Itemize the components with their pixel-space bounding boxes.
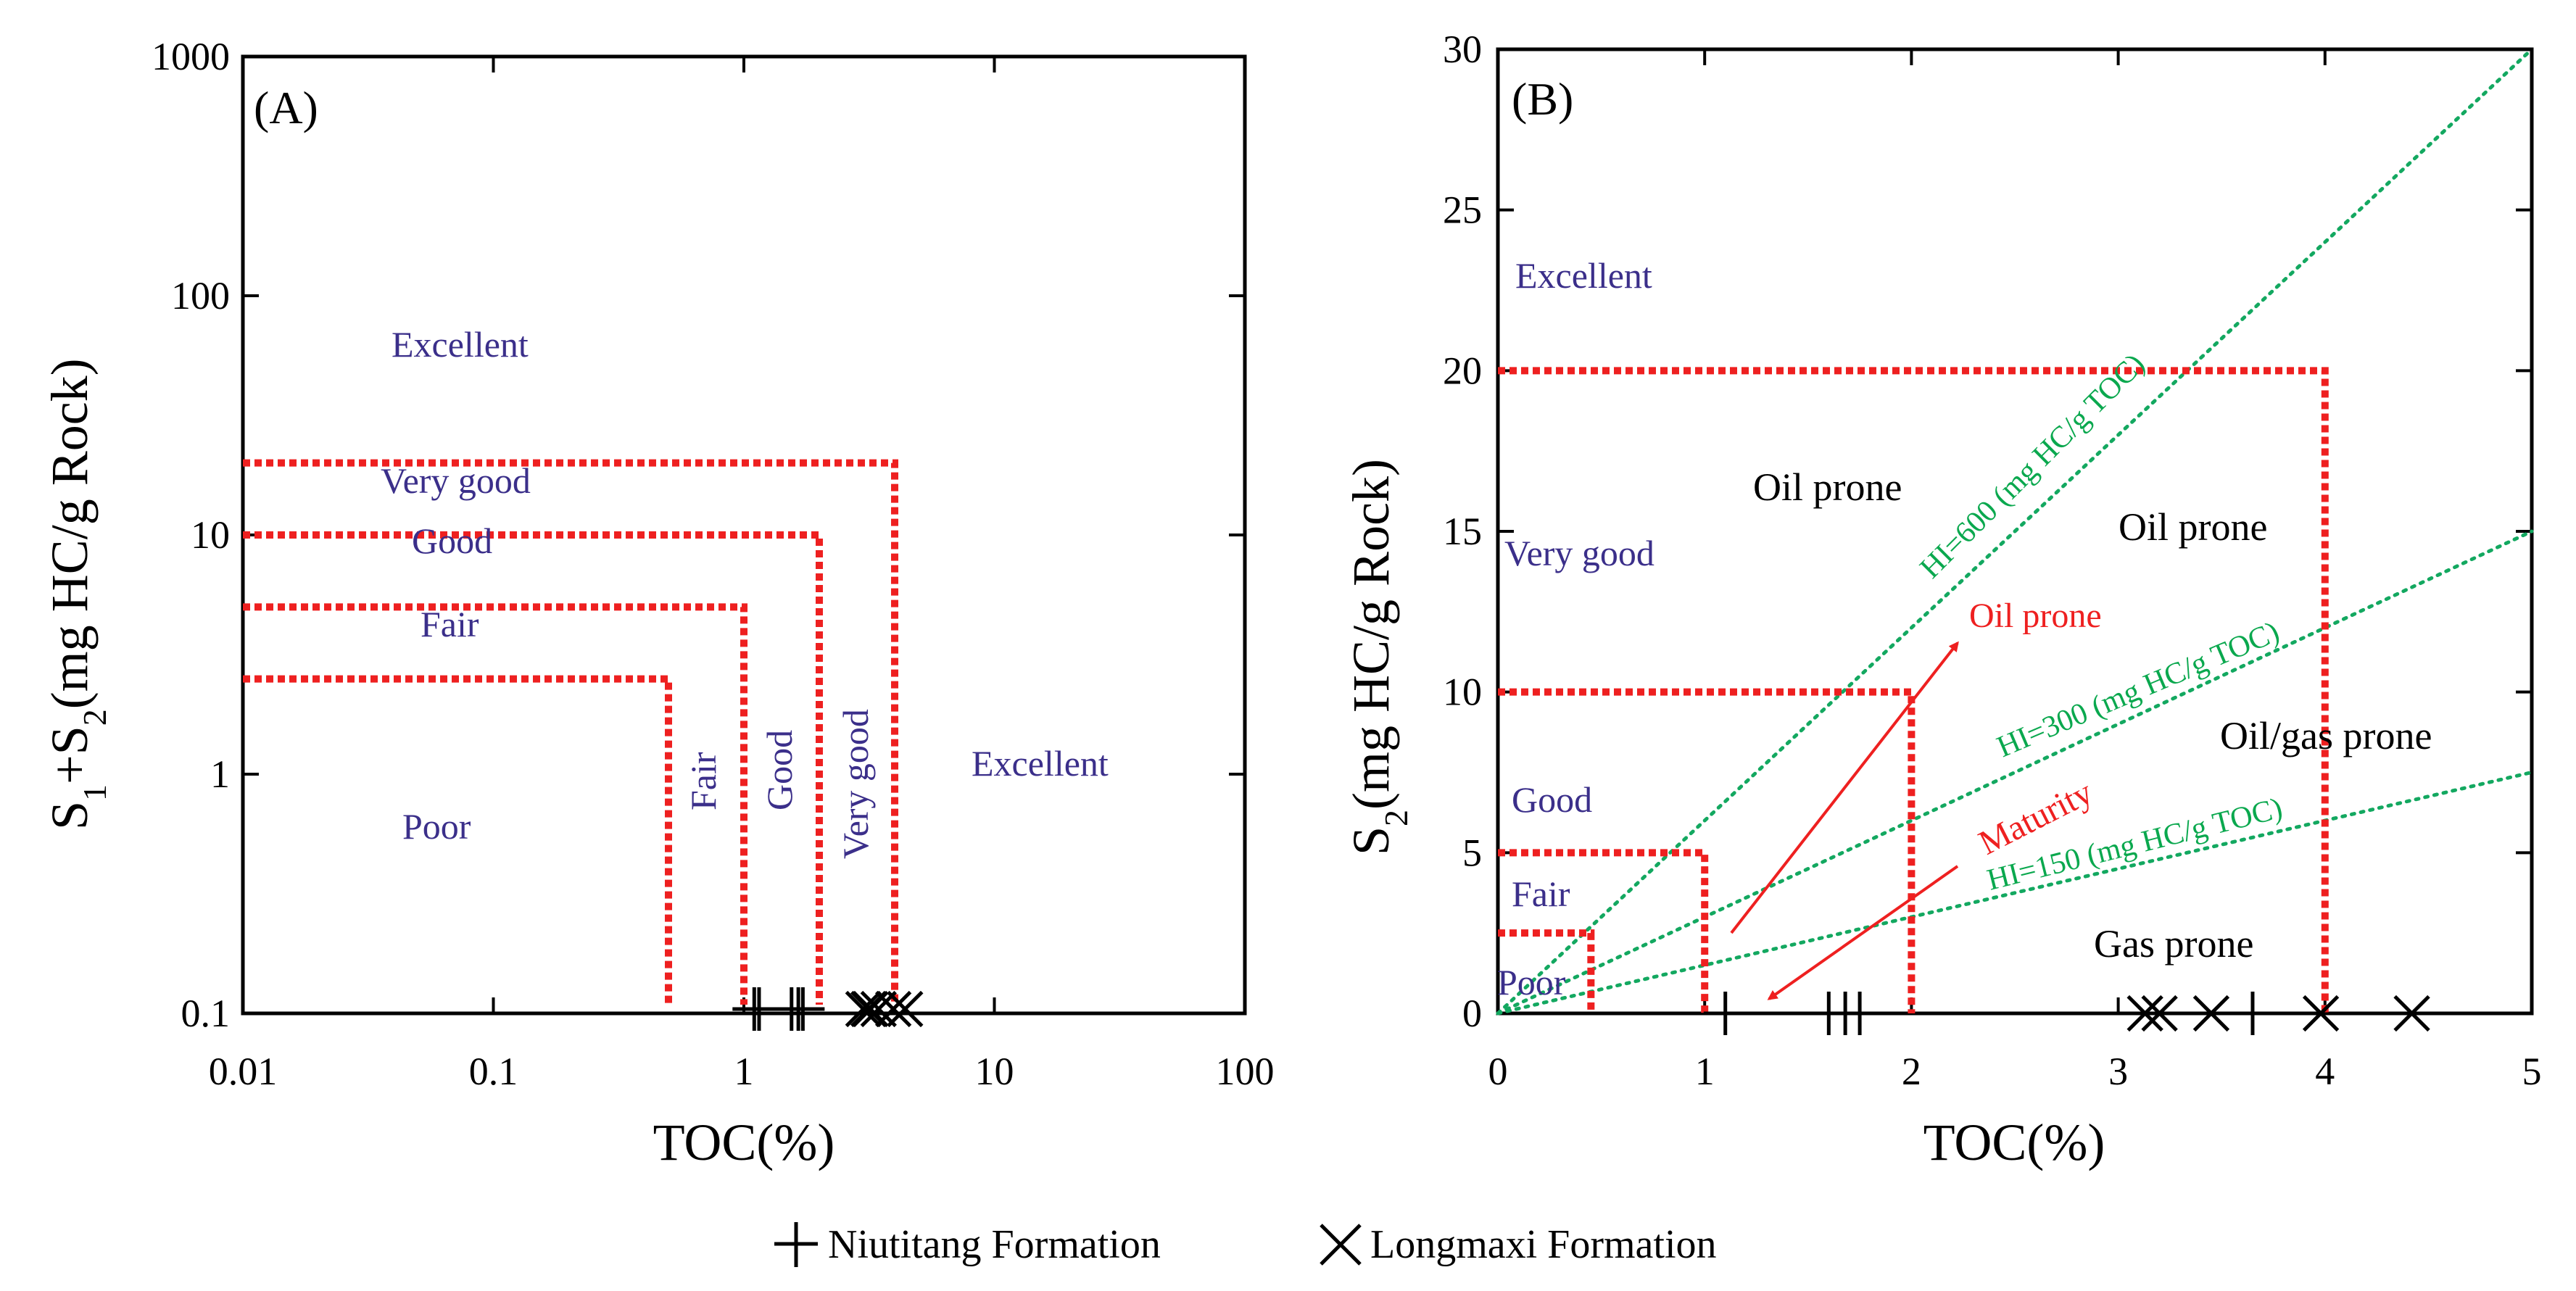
panel-a-threshold-line <box>243 531 824 1005</box>
panel-a-y-tick-label: 100 <box>171 274 230 317</box>
panel-a-y-tick-label: 1 <box>210 752 230 796</box>
maturity-down-arrow <box>1767 865 1959 1000</box>
longmaxi-point <box>845 990 882 1028</box>
longmaxi-point <box>887 990 924 1028</box>
panel-b-x-tick-label: 4 <box>2315 1050 2335 1093</box>
panel-a-y-axis-title: S1+S2(mg HC/g Rock) <box>41 358 113 830</box>
panel-b-x-axis-title: TOC(%) <box>1923 1113 2105 1171</box>
longmaxi-point <box>2302 995 2340 1032</box>
panel-a-good-label: Good <box>412 520 492 561</box>
panel-a-x-tick-label: 100 <box>1216 1050 1275 1093</box>
panel-a-x-tick-label: 0.01 <box>209 1050 278 1093</box>
panel-b-threshold-line <box>1498 929 1595 1013</box>
panel-a-x-tick-label: 0.1 <box>469 1050 518 1093</box>
oil-gas-prone-label: Oil/gas prone <box>2220 714 2432 757</box>
oil-prone-red-label: Oil prone <box>1969 597 2102 635</box>
longmaxi-point <box>2126 995 2163 1032</box>
panel-b-threshold-line <box>1498 367 2329 1013</box>
panel-b-very-good-label: Very good <box>1504 533 1654 573</box>
panel-b-y-tick-label: 15 <box>1443 510 1482 553</box>
longmaxi-point <box>2192 995 2230 1032</box>
niutitang-point <box>1703 992 1747 1035</box>
panel-b-y-tick-label: 20 <box>1443 349 1482 392</box>
longmaxi-point <box>874 990 912 1028</box>
panel-a-threshold-line <box>243 675 672 1005</box>
niutitang-point <box>2230 992 2274 1035</box>
legend-cross-marker <box>1320 1224 1362 1266</box>
panel-b-threshold-line <box>1498 849 1709 1013</box>
panel-b-poor-label: Poor <box>1497 962 1566 1003</box>
maturity-up-arrow <box>1730 641 1959 934</box>
panel-a-excellent-label: Excellent <box>392 324 529 365</box>
panel-a-threshold-line <box>243 603 747 1005</box>
panel-a-x-axis-title: TOC(%) <box>653 1113 835 1171</box>
panel-a-x-tick-label: 1 <box>734 1050 754 1093</box>
panel-a-label: (A) <box>254 82 318 133</box>
panel-b-x-tick-label: 5 <box>2522 1050 2542 1093</box>
panel-b-y-tick-label: 5 <box>1462 831 1482 874</box>
panel-b-good-label: Good <box>1512 779 1592 820</box>
panel-a-very-good-label: Very good <box>381 460 531 501</box>
panel-a-fair-vertical-label: Fair <box>683 752 724 810</box>
panel-b-x-tick-label: 3 <box>2108 1050 2128 1093</box>
panel-b-x-tick-label: 0 <box>1488 1050 1508 1093</box>
longmaxi-point <box>2141 995 2178 1032</box>
panel-b-threshold-line <box>1498 688 1916 1013</box>
hi-150-line <box>1496 771 2534 1016</box>
panel-b-y-tick-label: 25 <box>1443 188 1482 232</box>
gas-prone-label: Gas prone <box>2094 922 2253 966</box>
panel-b-x-tick-label: 2 <box>1902 1050 1921 1093</box>
panel-a-poor-label: Poor <box>402 806 471 847</box>
hi-600-label: HI=600 (mg HC/g TOC) <box>1914 347 2152 585</box>
panel-b-label: (B) <box>1512 73 1573 125</box>
panel-a-excellent-right-label: Excellent <box>972 743 1109 784</box>
panel-b-x-tick-label: 1 <box>1695 1050 1715 1093</box>
oil-prone-right-label: Oil prone <box>2119 505 2267 549</box>
legend: Niutitang Formation Longmaxi Formation <box>774 1222 1717 1267</box>
panel-a: 0.01 0.1 1 10 100 0.1 1 10 100 1000 (A) S1+S2(mg … <box>41 35 1275 1171</box>
longmaxi-point <box>860 990 897 1028</box>
hi-600-line <box>1496 47 2534 1016</box>
niutitang-point <box>1838 992 1882 1035</box>
panel-b-y-tick-label: 0 <box>1462 992 1482 1035</box>
longmaxi-point <box>2393 995 2430 1032</box>
legend-niutitang-label: Niutitang Formation <box>828 1222 1161 1267</box>
panel-b-excellent-label: Excellent <box>1515 255 1652 296</box>
panel-a-y-tick-label: 1000 <box>152 35 230 78</box>
panel-a-y-tick-label: 10 <box>191 513 230 557</box>
panel-a-fair-label: Fair <box>421 604 479 644</box>
panel-a-very-good-vertical-label: Very good <box>835 709 876 859</box>
panel-b-y-axis-title: S2(mg HC/g Rock) <box>1342 459 1415 855</box>
panel-b-fair-label: Fair <box>1512 873 1570 914</box>
panel-a-y-tick-label: 0.1 <box>181 992 231 1035</box>
niutitang-point <box>781 987 825 1031</box>
panel-b-y-tick-label: 30 <box>1443 28 1482 71</box>
panel-a-threshold-line <box>243 459 899 1005</box>
oil-prone-upper-label: Oil prone <box>1753 465 1902 509</box>
hi-300-line <box>1496 529 2534 1016</box>
panel-a-x-tick-label: 10 <box>975 1050 1014 1093</box>
panel-a-good-vertical-label: Good <box>759 730 800 810</box>
legend-longmaxi-label: Longmaxi Formation <box>1370 1222 1717 1267</box>
legend-plus-marker <box>774 1222 818 1267</box>
panel-b-y-tick-label: 10 <box>1443 671 1482 714</box>
